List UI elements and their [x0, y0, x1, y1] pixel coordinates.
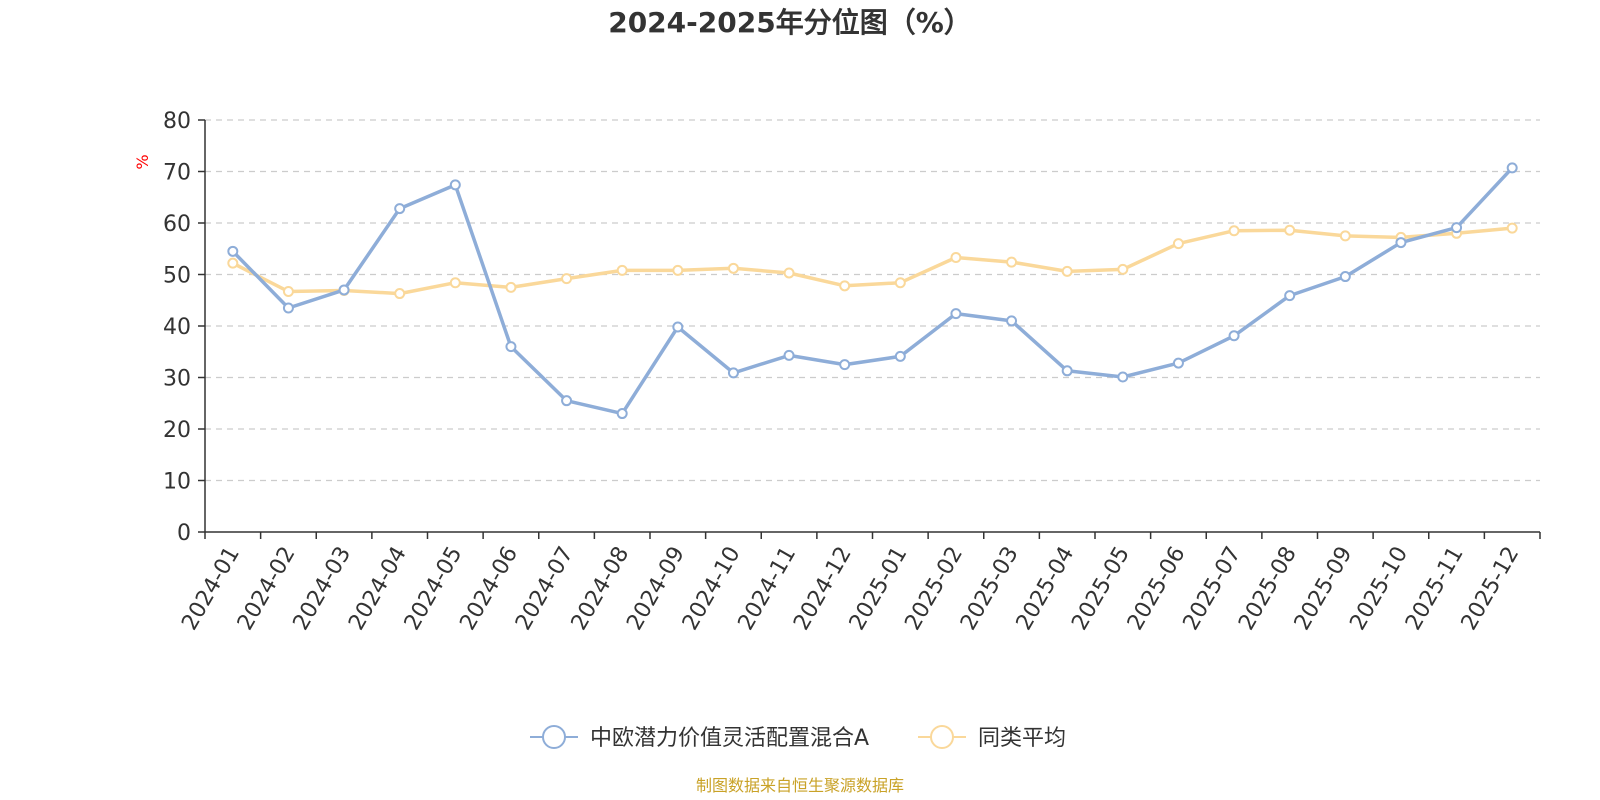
series-line-2 [231, 226, 1514, 296]
series-1-point[interactable] [950, 308, 962, 320]
series-2-point[interactable] [727, 262, 739, 274]
y-tick-label: 50 [163, 264, 191, 289]
legend: 中欧潜力价值灵活配置混合A 同类平均 [530, 725, 1066, 751]
series-2-point[interactable] [1172, 238, 1184, 250]
x-axis: 2024-012024-022024-032024-042024-052024-… [177, 531, 1541, 635]
series-1-point[interactable] [894, 350, 906, 362]
series-1-point[interactable] [338, 284, 350, 296]
series-2-point[interactable] [783, 267, 795, 279]
series-2-point[interactable] [1284, 224, 1296, 236]
series-2-point[interactable] [505, 281, 517, 293]
series-1-point[interactable] [1061, 365, 1073, 377]
series-line-1 [231, 166, 1514, 416]
series-2-point[interactable] [672, 264, 684, 276]
series-1-point[interactable] [1284, 290, 1296, 302]
y-tick-label: 70 [163, 161, 191, 186]
series-layer [227, 162, 1518, 420]
series-1-point[interactable] [1451, 222, 1463, 234]
series-2-point[interactable] [950, 252, 962, 264]
series-2-point[interactable] [894, 277, 906, 289]
legend-item-series-2[interactable]: 同类平均 [918, 725, 1066, 751]
series-1-point[interactable] [1339, 271, 1351, 283]
series-1-point[interactable] [783, 349, 795, 361]
series-1-point[interactable] [561, 395, 573, 407]
series-2-point[interactable] [394, 288, 406, 300]
series-2-point[interactable] [1506, 222, 1518, 234]
series-1-point[interactable] [672, 321, 684, 333]
legend-label-series-1: 中欧潜力价值灵活配置混合A [590, 726, 869, 751]
series-1-point[interactable] [394, 203, 406, 215]
series-2-point[interactable] [1117, 263, 1129, 275]
y-tick-label: 80 [163, 109, 191, 134]
series-1-point[interactable] [282, 302, 294, 314]
series-1-point[interactable] [727, 367, 739, 379]
data-source-note: 制图数据来自恒生聚源数据库 [696, 776, 904, 795]
series-1-point[interactable] [1395, 237, 1407, 249]
y-axis: 0 10 20 30 40 50 60 70 80 [163, 109, 206, 546]
series-1-point[interactable] [505, 341, 517, 353]
chart-title: 2024-2025年分位图（%） [608, 6, 972, 39]
series-2-point[interactable] [449, 277, 461, 289]
series-1-point[interactable] [227, 245, 239, 257]
grid-lines [205, 119, 1540, 482]
series-2-point[interactable] [1339, 230, 1351, 242]
series-1-point[interactable] [616, 408, 628, 420]
series-1-point[interactable] [1117, 371, 1129, 383]
y-tick-label: 10 [163, 470, 191, 495]
series-1-point[interactable] [839, 359, 851, 371]
series-2-point[interactable] [1228, 225, 1240, 237]
series-1-point[interactable] [1506, 162, 1518, 174]
legend-swatch-marker [930, 725, 954, 749]
series-2-point[interactable] [282, 285, 294, 297]
series-2-point[interactable] [839, 280, 851, 292]
series-2-point[interactable] [1061, 265, 1073, 277]
series-1-point[interactable] [1006, 315, 1018, 327]
series-1-point[interactable] [1228, 330, 1240, 342]
y-tick-label: 0 [177, 521, 191, 546]
series-2-point[interactable] [616, 264, 628, 276]
series-1-point[interactable] [449, 179, 461, 191]
legend-swatch-marker [542, 725, 566, 749]
y-axis-unit-label: % [133, 154, 152, 169]
series-2-point[interactable] [1006, 256, 1018, 268]
y-tick-label: 40 [163, 315, 191, 340]
legend-label-series-2: 同类平均 [978, 726, 1066, 751]
y-tick-label: 60 [163, 212, 191, 237]
y-tick-label: 30 [163, 367, 191, 392]
series-2-point[interactable] [561, 273, 573, 285]
series-2-point[interactable] [227, 257, 239, 269]
series-1-point[interactable] [1172, 357, 1184, 369]
legend-item-series-1[interactable]: 中欧潜力价值灵活配置混合A [530, 725, 869, 751]
y-tick-label: 20 [163, 418, 191, 443]
